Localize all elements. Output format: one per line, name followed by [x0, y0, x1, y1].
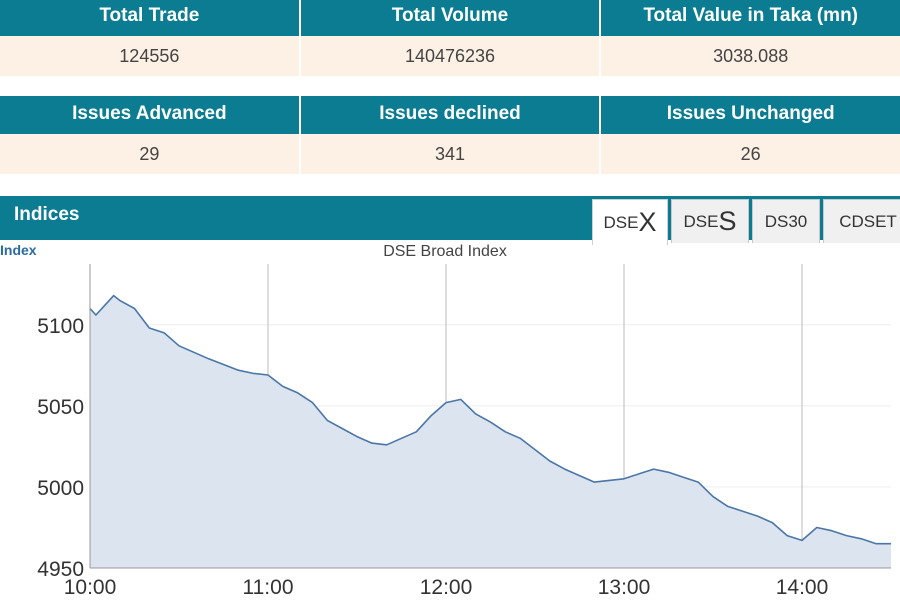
trade-summary-header-row: Total Trade Total Volume Total Value in … — [0, 0, 900, 36]
tab-ds30-label: DS30 — [764, 211, 808, 231]
indices-header-bar: Indices — [0, 196, 900, 240]
y-tick-label-1: 5000 — [37, 477, 84, 500]
indices-title: Indices — [14, 204, 80, 225]
tab-dsex-prefix: DSE — [603, 212, 639, 232]
issues-summary-table: Issues Advanced Issues declined Issues U… — [0, 96, 900, 174]
total-volume-value: 140476236 — [300, 36, 602, 76]
series-area — [90, 295, 891, 568]
tab-cdset-label: CDSET — [839, 211, 897, 231]
y-tick-label-3: 5100 — [37, 315, 84, 338]
chart-svg: 4950 5000 5050 5100 10:00 11:00 12:00 13:00 14:0… — [37, 264, 891, 599]
chart-title: DSE Broad Index — [383, 243, 507, 260]
total-trade-value: 124556 — [0, 36, 301, 76]
tab-dses-suffix: S — [718, 206, 737, 236]
tab-dsex-suffix: X — [638, 207, 657, 237]
dse-broad-index-chart: 4950 5000 5050 5100 10:00 11:00 12:00 13:00 14:0… — [0, 240, 900, 600]
total-value-header: Total Value in Taka (mn) — [601, 0, 900, 36]
chart-y-axis-label: Index — [0, 242, 37, 258]
issues-advanced-value: 29 — [0, 134, 301, 174]
tab-dsex[interactable]: DSE X — [592, 199, 668, 245]
issues-unchanged-header: Issues Unchanged — [601, 96, 900, 134]
x-tick-label-0: 10:00 — [64, 576, 117, 599]
issues-advanced-header: Issues Advanced — [0, 96, 301, 134]
y-tick-label-2: 5050 — [37, 396, 84, 419]
trade-summary-table: Total Trade Total Volume Total Value in … — [0, 0, 900, 76]
x-tick-label-1: 11:00 — [243, 576, 294, 599]
issues-unchanged-value: 26 — [601, 134, 900, 174]
index-tabs: DSE X DSE S DS30 CDSET — [592, 199, 900, 245]
tab-dses[interactable]: DSE S — [671, 199, 749, 243]
total-volume-header: Total Volume — [300, 0, 602, 36]
x-tick-label-2: 12:00 — [420, 576, 473, 599]
tab-cdset[interactable]: CDSET — [823, 199, 900, 243]
issues-summary-header-row: Issues Advanced Issues declined Issues U… — [0, 96, 900, 134]
trade-summary-value-row: 124556 140476236 3038.088 — [0, 36, 900, 76]
x-tick-label-4: 14:00 — [776, 576, 829, 599]
x-tick-label-3: 13:00 — [598, 576, 651, 599]
tab-ds30[interactable]: DS30 — [752, 199, 820, 243]
y-tick-label-0: 4950 — [37, 558, 84, 581]
issues-summary-value-row: 29 341 26 — [0, 134, 900, 174]
issues-declined-value: 341 — [300, 134, 602, 174]
tab-dses-prefix: DSE — [683, 211, 719, 231]
issues-declined-header: Issues declined — [300, 96, 602, 134]
series-line — [89, 294, 891, 545]
total-value-value: 3038.088 — [601, 36, 900, 76]
total-trade-header: Total Trade — [0, 0, 301, 36]
